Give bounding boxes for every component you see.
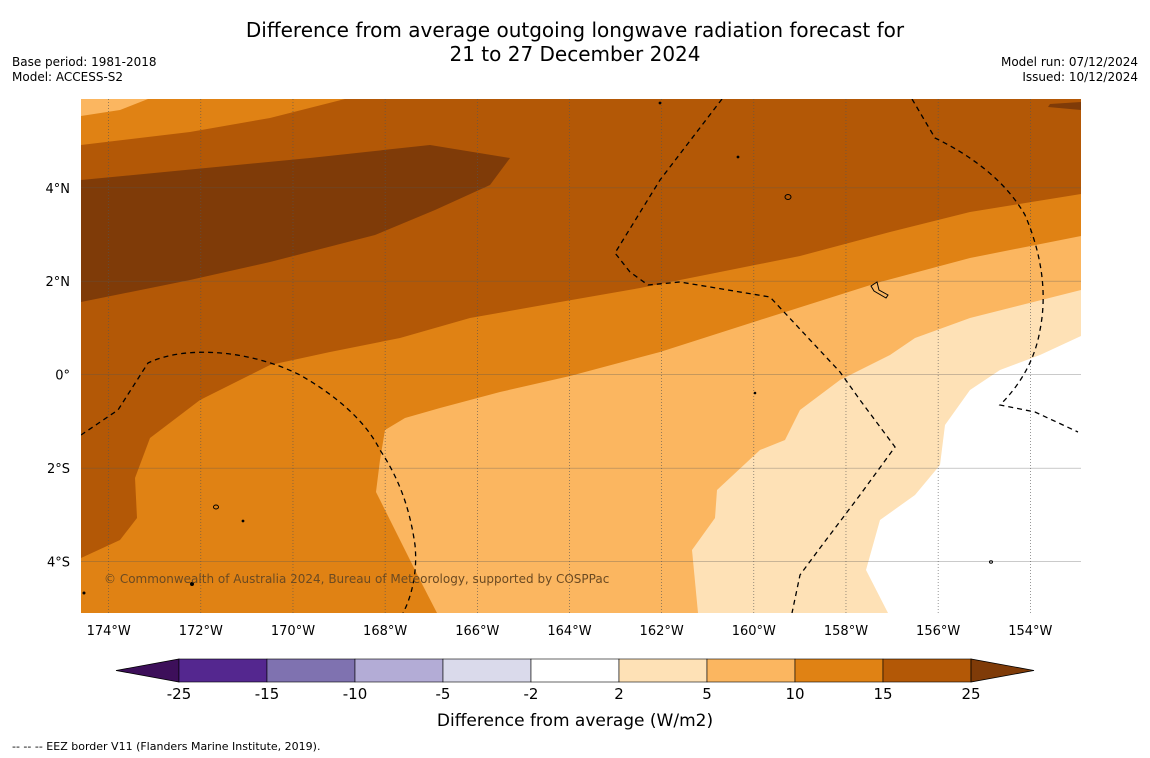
colorbar-tick-label: 2 (614, 685, 624, 703)
colorbar-segment (354, 658, 444, 683)
longitude-label: 154°W (1008, 624, 1052, 639)
colorbar-tick-label: -15 (255, 685, 280, 703)
island-7 (736, 155, 740, 159)
colorbar-arrow-low (115, 658, 180, 683)
island-9 (989, 560, 993, 564)
longitude-label: 168°W (363, 624, 407, 639)
eez-border-east (911, 99, 1079, 433)
colorbar-segment (794, 658, 884, 683)
island-10 (82, 591, 86, 595)
meta-right: Model run: 07/12/2024 Issued: 10/12/2024 (1001, 55, 1138, 85)
colorbar-tick-label: 5 (702, 685, 712, 703)
island-1 (784, 194, 792, 200)
colorbar-segment (618, 658, 708, 683)
island-6 (658, 101, 662, 105)
longitude-label: 162°W (640, 624, 684, 639)
latitude-labels: 4°N 2°N 0° 2°S 4°S (46, 182, 71, 571)
colorbar-tick-label: 25 (961, 685, 980, 703)
longitude-label: 156°W (916, 624, 960, 639)
islands (82, 101, 993, 595)
longitude-labels: 174°W 172°W 170°W 168°W 166°W 164°W 162°W 160°W… (87, 624, 1053, 639)
colorbar-tick-label: -25 (167, 685, 192, 703)
island-8 (753, 391, 757, 395)
band-neutral (866, 336, 1081, 613)
colorbar-segment (530, 658, 620, 683)
band-above-25-small (1048, 102, 1081, 110)
latitude-label: 2°N (46, 275, 71, 290)
band-above-25 (81, 145, 510, 302)
longitude-label: 160°W (732, 624, 776, 639)
gridlines (81, 99, 1081, 613)
latitude-label: 4°N (46, 182, 71, 197)
band-10-15-top (81, 99, 345, 145)
colorbar-segment (706, 658, 796, 683)
colorbar-segment (442, 658, 532, 683)
latitude-label: 4°S (47, 556, 70, 571)
colorbar-arrow-high (970, 658, 1035, 683)
longitude-label: 158°W (824, 624, 868, 639)
longitude-label: 170°W (271, 624, 315, 639)
meta-left: Base period: 1981-2018 Model: ACCESS-S2 (12, 55, 157, 85)
colorbar-tick-label: 10 (785, 685, 804, 703)
colorbar-segment (178, 658, 268, 683)
eez-borders (81, 99, 1079, 613)
island-5 (241, 519, 245, 523)
eez-border-central (614, 99, 896, 613)
colorbar-segment (266, 658, 356, 683)
colorbar-tick-label: -5 (436, 685, 451, 703)
base-period: Base period: 1981-2018 (12, 55, 157, 69)
colorbar-tick-label: 15 (873, 685, 892, 703)
eez-border-west (81, 351, 417, 613)
longitude-label: 172°W (179, 624, 223, 639)
island-3 (213, 504, 219, 510)
island-4 (190, 582, 194, 586)
colorbar: -25 -15 -10 -5 -2 2 5 10 15 25 (115, 658, 1035, 703)
issued-date: Issued: 10/12/2024 (1022, 70, 1138, 84)
map-title-line1: Difference from average outgoing longwav… (245, 18, 905, 42)
band-5-10-top (81, 99, 148, 116)
map-title: Difference from average outgoing longwav… (0, 18, 1150, 66)
longitude-label: 164°W (547, 624, 591, 639)
map-area: © Commonwealth of Australia 2024, Bureau… (81, 99, 1081, 613)
colorbar-segment (882, 658, 972, 683)
longitude-label: 166°W (455, 624, 499, 639)
island-2 (870, 281, 889, 299)
colorbar-tick-label: -2 (524, 685, 539, 703)
colorbar-tick-label: -10 (343, 685, 368, 703)
model-run: Model run: 07/12/2024 (1000, 55, 1138, 69)
map-title-line2: 21 to 27 December 2024 (449, 42, 701, 66)
eez-footnote: -- -- -- EEZ border V11 (Flanders Marine… (12, 740, 321, 753)
copyright-notice: © Commonwealth of Australia 2024, Bureau… (104, 572, 609, 586)
colorbar-label: Difference from average (W/m2) (437, 711, 713, 731)
longitude-label: 174°W (87, 624, 131, 639)
model-name: Model: ACCESS-S2 (12, 70, 124, 84)
latitude-label: 0° (55, 369, 70, 384)
latitude-label: 2°S (47, 462, 70, 477)
